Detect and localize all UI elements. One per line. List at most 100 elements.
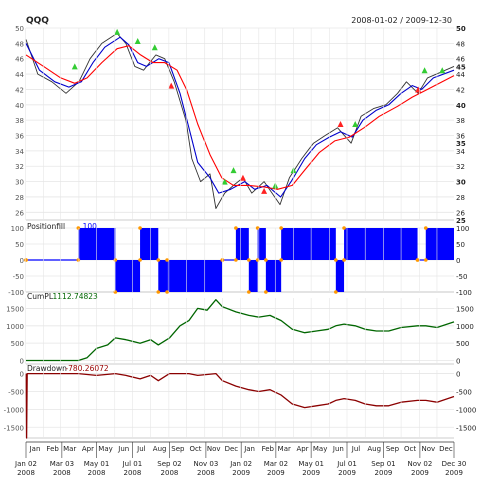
x-date-year-label: 2008 bbox=[17, 469, 35, 477]
position-right-tick: -100 bbox=[456, 289, 472, 297]
position-ytick-label: -100 bbox=[8, 289, 24, 297]
trade-marker bbox=[439, 67, 446, 74]
position-change-dot bbox=[423, 258, 428, 262]
cumpl-right-tick: 1500 bbox=[456, 305, 474, 313]
price-right-tick: 34 bbox=[456, 148, 465, 156]
position-change-dot bbox=[264, 290, 268, 294]
drawdown-ytick-label: -1500 bbox=[4, 424, 24, 432]
cumpl-label: CumPL bbox=[27, 292, 54, 301]
position-right-tick: -50 bbox=[456, 273, 467, 281]
drawdown-ytick-label: -1000 bbox=[4, 406, 24, 414]
position-right-tick: 100 bbox=[456, 225, 469, 233]
x-month-label: Aug bbox=[367, 445, 381, 453]
drawdown-right-tick: -1000 bbox=[456, 406, 476, 414]
price-ytick-label: 30 bbox=[15, 179, 24, 187]
x-month-label: Oct bbox=[404, 445, 416, 453]
cumpl-ytick-label: 1500 bbox=[6, 305, 24, 313]
position-ytick-label: -50 bbox=[13, 273, 24, 281]
x-month-label: Jul bbox=[351, 445, 361, 453]
x-date-year-label: 2009 bbox=[232, 469, 250, 477]
position-ytick-label: 100 bbox=[11, 225, 24, 233]
x-month-label: Jul bbox=[136, 445, 146, 453]
x-month-label: Nov bbox=[207, 445, 221, 453]
x-date-label: Jan 02 bbox=[229, 460, 252, 468]
drawdown-ytick-label: 0 bbox=[20, 371, 24, 379]
price-series-fast-ma bbox=[25, 36, 455, 198]
trade-marker bbox=[114, 28, 121, 35]
x-date-label: Sep 02 bbox=[157, 460, 181, 468]
position-change-dot bbox=[247, 258, 251, 262]
position-ytick-label: 50 bbox=[15, 241, 24, 249]
position-change-dot bbox=[264, 258, 268, 262]
position-block bbox=[281, 228, 336, 260]
position-change-dot bbox=[334, 258, 338, 262]
position-change-dot bbox=[279, 258, 283, 262]
x-month-label: Mar bbox=[63, 445, 76, 453]
position-change-dot bbox=[138, 258, 142, 262]
position-right-tick: 0 bbox=[456, 257, 460, 265]
x-date-year-label: 2008 bbox=[88, 469, 106, 477]
price-ytick-label: 50 bbox=[15, 25, 24, 33]
x-month-label: Feb bbox=[46, 445, 59, 453]
position-change-dot bbox=[76, 226, 81, 230]
price-ytick-label: 44 bbox=[15, 71, 24, 79]
x-date-label: May 01 bbox=[298, 460, 324, 468]
drawdown-right-tick: -1500 bbox=[456, 424, 476, 432]
x-date-year-label: 2008 bbox=[53, 469, 71, 477]
x-date-year-label: 2009 bbox=[411, 469, 429, 477]
x-month-label: May bbox=[313, 445, 327, 453]
drawdown-right-tick: 0 bbox=[456, 371, 460, 379]
position-block bbox=[344, 228, 418, 260]
position-label: Positionfill bbox=[27, 222, 65, 231]
position-change-dot bbox=[234, 226, 238, 230]
position-change-dot bbox=[234, 258, 238, 262]
price-right-tick: 40 bbox=[456, 102, 466, 110]
cumpl-ytick-label: 1000 bbox=[6, 323, 24, 331]
drawdown-right-tick: -500 bbox=[456, 388, 472, 396]
position-block bbox=[335, 260, 345, 292]
cumpl-ytick-label: 500 bbox=[11, 340, 24, 348]
price-ytick-label: 48 bbox=[15, 40, 24, 48]
x-date-year-label: 2009 bbox=[445, 469, 463, 477]
position-change-dot bbox=[165, 258, 169, 262]
position-change-dot bbox=[156, 290, 161, 294]
position-change-dot bbox=[165, 290, 169, 294]
price-ytick-label: 26 bbox=[15, 209, 24, 217]
position-block bbox=[140, 228, 159, 260]
position-block bbox=[235, 228, 249, 260]
price-right-tick: 44 bbox=[456, 71, 465, 79]
price-series-price bbox=[25, 32, 455, 209]
position-change-dot bbox=[113, 290, 118, 294]
drawdown-line bbox=[25, 372, 455, 439]
trade-marker bbox=[421, 67, 428, 74]
trade-marker bbox=[352, 121, 359, 127]
price-right-tick: 28 bbox=[456, 194, 465, 202]
drawdown-label: Drawdown bbox=[27, 364, 67, 373]
cumpl-ytick-label: 0 bbox=[20, 358, 24, 366]
position-change-dot bbox=[113, 258, 118, 262]
x-month-label: Nov bbox=[421, 445, 435, 453]
position-change-dot bbox=[247, 290, 251, 294]
x-month-label: Oct bbox=[189, 445, 201, 453]
position-change-dot bbox=[138, 226, 142, 230]
x-date-label: Sep 01 bbox=[371, 460, 395, 468]
price-right-tick: 36 bbox=[456, 133, 465, 141]
x-date-label: Mar 03 bbox=[50, 460, 74, 468]
trade-marker bbox=[261, 187, 268, 194]
x-date-year-label: 2008 bbox=[123, 469, 141, 477]
price-ytick-label: 36 bbox=[15, 133, 24, 141]
x-date-year-label: 2008 bbox=[197, 469, 215, 477]
price-ytick-label: 46 bbox=[15, 56, 24, 64]
x-month-label: Jan bbox=[243, 445, 255, 453]
x-month-label: Apr bbox=[82, 445, 94, 453]
cumpl-label-value: 1112.74823 bbox=[53, 292, 99, 301]
x-date-year-label: 2009 bbox=[302, 469, 320, 477]
position-change-dot bbox=[423, 226, 428, 230]
x-month-label: Apr bbox=[296, 445, 308, 453]
position-change-dot bbox=[342, 226, 346, 230]
trade-marker bbox=[71, 63, 78, 70]
x-date-label: Mar 02 bbox=[264, 460, 288, 468]
position-ytick-label: 0 bbox=[20, 257, 24, 265]
